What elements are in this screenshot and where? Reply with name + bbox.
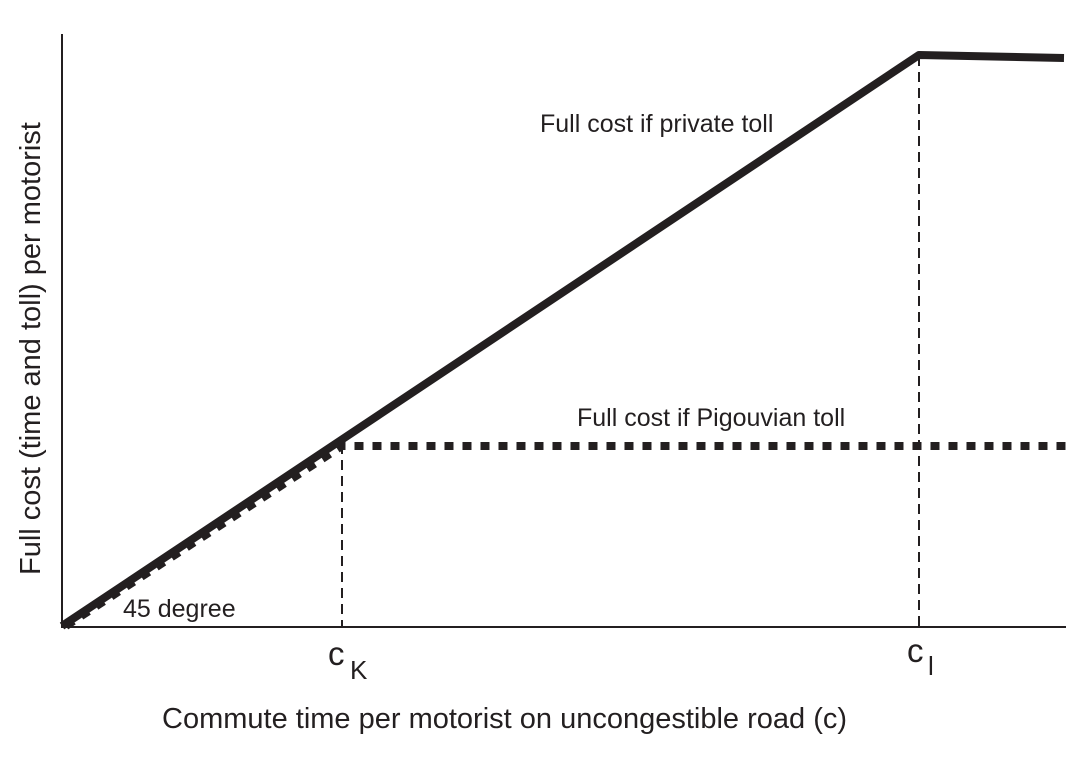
private-toll-label: Full cost if private toll <box>540 110 773 138</box>
pigouvian-toll-label: Full cost if Pigouvian toll <box>577 404 845 432</box>
tick-ck-subscript: K <box>350 655 368 685</box>
tick-ck-label: c <box>328 635 345 672</box>
tick-cl-label: c <box>907 632 924 669</box>
x-axis-title: Commute time per motorist on uncongestib… <box>162 703 847 735</box>
private-toll-curve <box>59 51 1065 630</box>
y-axis-title: Full cost (time and toll) per motorist <box>15 122 47 575</box>
tick-cl-subscript: l <box>928 651 934 681</box>
diagonal-label: 45 degree <box>123 595 236 623</box>
